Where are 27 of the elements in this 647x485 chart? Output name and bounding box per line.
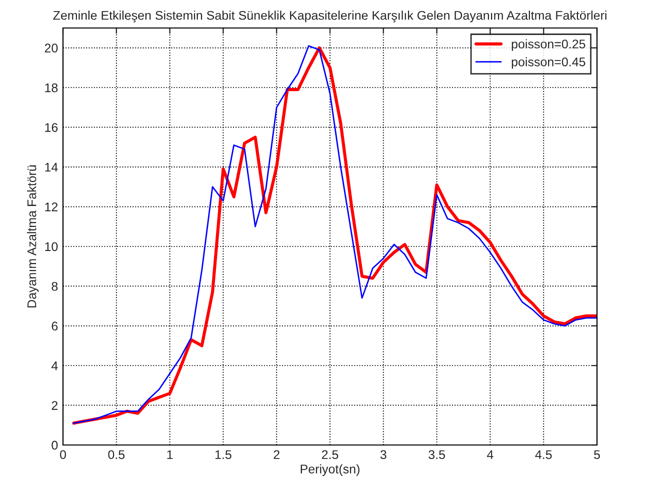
x-axis-title: Periyot(sn) bbox=[300, 464, 360, 476]
x-tick-label: 4.5 bbox=[535, 450, 552, 460]
chart-title: Zeminle Etkileşen Sistemin Sabit Süneklik Kapasitelerine Karşılık Gelen Dayanım Azaltma Faktörleri bbox=[53, 10, 606, 22]
y-tick-label: 12 bbox=[45, 202, 58, 212]
x-tick-label: 2.5 bbox=[322, 450, 338, 460]
y-tick-label: 18 bbox=[45, 83, 58, 92]
y-tick-label: 2 bbox=[52, 401, 58, 410]
y-tick-label: 10 bbox=[45, 242, 58, 252]
x-tick-label: 4 bbox=[487, 450, 494, 459]
y-tick-label: 20 bbox=[44, 44, 58, 53]
x-tick-label: 0 bbox=[60, 450, 66, 460]
y-axis-title: Dayanım Azaltma Faktörü bbox=[27, 165, 39, 308]
legend-label: poisson=0.45 bbox=[512, 57, 586, 69]
x-tick-label: 3.5 bbox=[428, 450, 445, 460]
x-tick-label: 0.5 bbox=[108, 450, 125, 460]
y-tick-label: 14 bbox=[45, 162, 58, 172]
x-tick-label: 3 bbox=[380, 450, 386, 460]
x-tick-label: 1.5 bbox=[215, 450, 232, 460]
y-tick-label: 0 bbox=[52, 440, 58, 450]
y-tick-label: 8 bbox=[52, 282, 58, 291]
y-tick-label: 16 bbox=[45, 123, 58, 132]
legend-label: poisson=0.25 bbox=[512, 39, 586, 51]
y-tick-label: 6 bbox=[52, 322, 58, 331]
y-tick-label: 4 bbox=[51, 362, 58, 370]
x-tick-label: 2 bbox=[274, 450, 280, 459]
x-tick-label: 5 bbox=[594, 450, 600, 460]
x-tick-label: 1 bbox=[167, 450, 173, 459]
